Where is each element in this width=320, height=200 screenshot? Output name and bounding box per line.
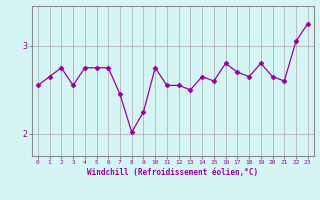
X-axis label: Windchill (Refroidissement éolien,°C): Windchill (Refroidissement éolien,°C) (87, 168, 258, 177)
